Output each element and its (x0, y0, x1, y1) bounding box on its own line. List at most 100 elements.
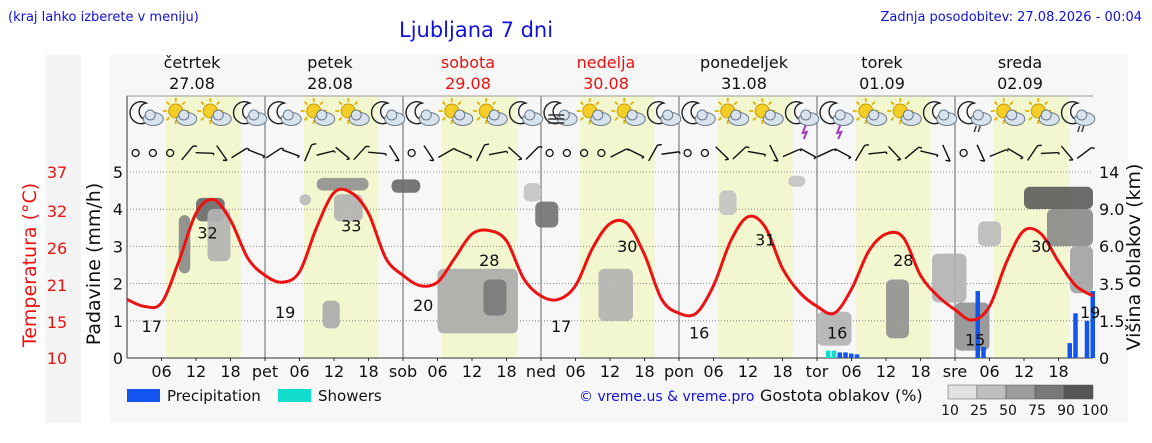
wind-barb-tick (297, 155, 300, 159)
temperature-tick: 32 (47, 202, 67, 221)
cloud-icon-puff (626, 109, 638, 121)
precipitation-bar (1090, 291, 1095, 358)
wind-barb-icon (1076, 147, 1092, 159)
wind-barb-tick (980, 159, 985, 162)
precipitation-bar (1084, 320, 1090, 358)
sun-ray (579, 101, 585, 106)
x-tick-label: 18 (220, 362, 240, 381)
wind-calm-icon (165, 148, 175, 158)
wind-barb-tick (1020, 157, 1024, 160)
x-tick-label: 18 (496, 362, 516, 381)
cloud-patch (535, 201, 559, 228)
cloud-density-tick: 75 (1028, 403, 1046, 419)
rain-drop-icon (1081, 125, 1085, 133)
wind-barb-icon (854, 144, 866, 162)
showers-legend-label: Showers (318, 387, 382, 405)
wind-barb-icon (247, 149, 266, 157)
wind-barb-tick (280, 147, 285, 150)
cloud-patch (316, 177, 369, 191)
wind-barb-tick (469, 155, 473, 159)
precipitation-bar (1067, 343, 1072, 358)
wind-barb-icon (316, 150, 335, 156)
cloud-patch (1047, 209, 1093, 246)
day-date: 31.08 (721, 74, 767, 93)
cloud-icon-puff (488, 109, 500, 121)
wind-barb-tick (918, 146, 923, 149)
x-tick-label: 12 (738, 362, 758, 381)
wind-barb-tick (945, 159, 951, 162)
day-date: 29.08 (445, 74, 491, 93)
x-tick-label: 12 (186, 362, 206, 381)
cloud-patch (483, 279, 507, 316)
cloud-icon-puff (1006, 109, 1018, 121)
x-tick-label: tor (806, 362, 829, 381)
x-tick-label: 06 (841, 362, 861, 381)
wind-barb-icon (627, 148, 645, 158)
credit-link[interactable]: © vreme.us & vreme.pro (579, 389, 754, 405)
day-name: ponedeljek (700, 53, 789, 72)
cloud-icon-puff (212, 109, 224, 121)
cloud-patch (334, 194, 363, 222)
wind-barb-icon (195, 151, 214, 155)
sun-ray (614, 101, 619, 106)
wind-barb-tick (745, 146, 750, 149)
precipitation-tick: 4 (113, 200, 123, 219)
wind-barb-tick (246, 147, 250, 151)
x-tick-label: pon (664, 362, 694, 381)
sun-ray (890, 116, 895, 121)
temperature-tick: 15 (47, 313, 67, 332)
cloud-icon-puff (1076, 109, 1088, 121)
sun-ray (441, 101, 447, 106)
sun-ray (629, 101, 635, 106)
sun-ray (353, 101, 359, 106)
sun-ray (338, 101, 343, 106)
x-tick-label: 06 (703, 362, 723, 381)
sun-ray (1043, 101, 1049, 106)
sun-ray (855, 101, 861, 106)
wind-barb-tick (833, 148, 837, 152)
sun-ray (717, 101, 723, 106)
wind-barb-icon (437, 147, 455, 159)
wind-barb-icon (661, 151, 680, 155)
day-name: sobota (441, 53, 495, 72)
sun-ray (181, 101, 186, 106)
temperature-label: 20 (413, 296, 433, 315)
sun-ray (215, 101, 221, 106)
wind-calm-icon (683, 148, 692, 158)
cloud-density-tick: 50 (999, 403, 1017, 419)
sun-ray (165, 116, 171, 121)
cloud-icon-puff (592, 109, 604, 121)
cloud-icon-puff (282, 109, 294, 121)
cloud-density-tick: 100 (1082, 403, 1109, 419)
wind-barb-tick (346, 157, 350, 161)
location-note[interactable]: (kraj lahko izberete v meniju) (8, 10, 199, 25)
wind-barb-icon (525, 146, 540, 160)
temperature-label: 32 (197, 223, 217, 242)
wind-barb-icon (976, 144, 986, 162)
cloud-axis-title: Višina oblakov (km) (1123, 164, 1145, 351)
x-tick-label: 12 (1014, 362, 1034, 381)
sun-ray (993, 101, 999, 106)
wind-barb-tick (518, 158, 522, 161)
precipitation-tick: 3 (113, 237, 123, 256)
sun-ray (1028, 116, 1033, 121)
wind-barb-icon (1040, 151, 1059, 155)
sun-ray (1028, 101, 1033, 106)
cloud-icon-puff (764, 109, 776, 121)
cloud-icon-puff (178, 109, 190, 121)
cloud-density-tick: 90 (1057, 403, 1075, 419)
sun-ray (871, 101, 876, 106)
cloud-density-swatch (1005, 384, 1036, 400)
temperature-label: 28 (893, 251, 913, 270)
sun-ray (890, 101, 895, 106)
temperature-label: 19 (275, 303, 295, 322)
wind-barb-tick (678, 151, 681, 154)
x-tick-label: ned (526, 362, 556, 381)
sun-ray (338, 116, 343, 121)
precipitation-tick: 1 (113, 312, 123, 331)
sun-ray (303, 116, 309, 121)
precipitation-bar (843, 352, 848, 358)
cloud-density-swatch (1034, 384, 1065, 400)
sun-ray (476, 101, 481, 106)
wind-barb-icon (800, 148, 817, 158)
